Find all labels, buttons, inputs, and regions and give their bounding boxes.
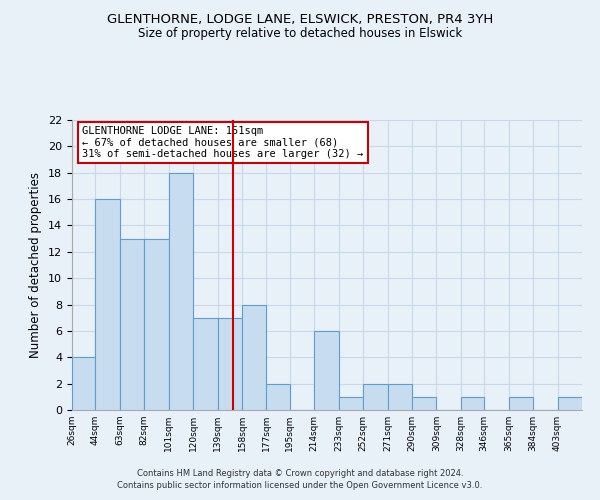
Bar	[119, 238, 144, 410]
Bar	[72, 358, 95, 410]
Bar	[242, 304, 266, 410]
Bar	[218, 318, 242, 410]
Bar	[169, 172, 193, 410]
Text: Contains HM Land Registry data © Crown copyright and database right 2024.
Contai: Contains HM Land Registry data © Crown c…	[118, 468, 482, 490]
Y-axis label: Number of detached properties: Number of detached properties	[29, 172, 43, 358]
Bar	[557, 397, 582, 410]
Bar	[266, 384, 290, 410]
Text: GLENTHORNE, LODGE LANE, ELSWICK, PRESTON, PR4 3YH: GLENTHORNE, LODGE LANE, ELSWICK, PRESTON…	[107, 12, 493, 26]
Bar	[338, 397, 363, 410]
Bar	[461, 397, 484, 410]
Bar	[95, 199, 119, 410]
Bar	[412, 397, 436, 410]
Text: GLENTHORNE LODGE LANE: 151sqm
← 67% of detached houses are smaller (68)
31% of s: GLENTHORNE LODGE LANE: 151sqm ← 67% of d…	[82, 126, 364, 159]
Bar	[314, 331, 338, 410]
Bar	[509, 397, 533, 410]
Bar	[363, 384, 388, 410]
Bar	[388, 384, 412, 410]
Text: Size of property relative to detached houses in Elswick: Size of property relative to detached ho…	[138, 28, 462, 40]
Bar	[193, 318, 218, 410]
Bar	[144, 238, 169, 410]
